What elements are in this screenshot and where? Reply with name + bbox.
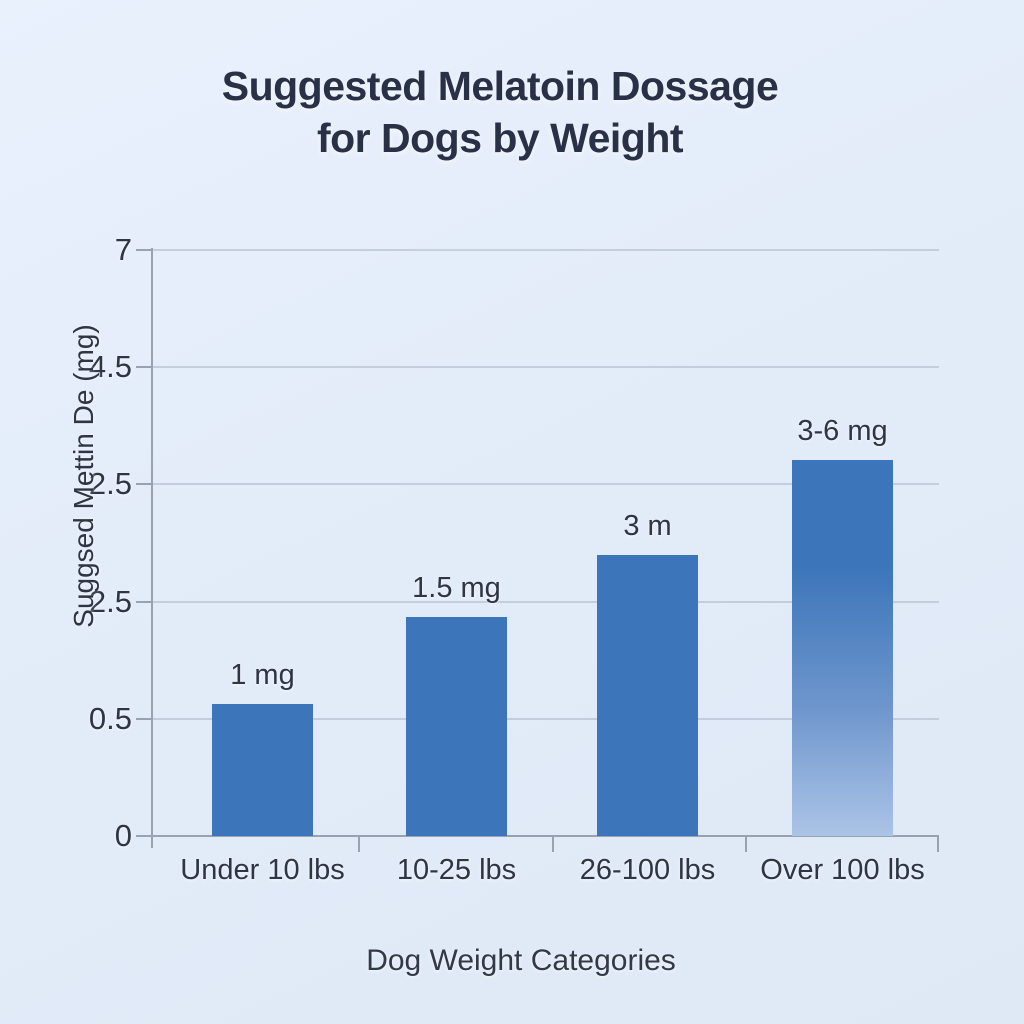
x-category-label: 26-100 lbs xyxy=(579,854,716,886)
x-category-label: 10-25 lbs xyxy=(396,854,517,886)
x-tick-mark xyxy=(745,837,747,852)
bar-value-label: 3 m xyxy=(623,510,672,542)
y-tick-label: 0.5 xyxy=(88,701,132,736)
bar-value-label: 3-6 mg xyxy=(797,415,888,447)
y-tick-mark xyxy=(136,249,152,251)
y-tick-mark xyxy=(136,483,152,485)
y-tick-label: 2.5 xyxy=(88,466,132,501)
x-tick-mark xyxy=(358,837,360,852)
bar xyxy=(212,704,313,836)
gridline xyxy=(153,718,939,720)
y-tick-mark xyxy=(136,366,152,368)
bar-value-label: 1.5 mg xyxy=(412,572,501,604)
y-tick-label: 0 xyxy=(114,818,132,853)
chart-title: Suggested Melatoin Dossage for Dogs by W… xyxy=(0,60,1000,164)
y-tick-mark xyxy=(136,718,152,720)
bar xyxy=(792,460,893,836)
chart-title-line-1: Suggested Melatoin Dossage xyxy=(221,63,779,109)
y-tick-mark xyxy=(136,835,152,837)
x-axis-line xyxy=(138,835,939,837)
chart-title-line-2: for Dogs by Weight xyxy=(316,115,684,161)
y-axis-line xyxy=(151,248,153,848)
gridline xyxy=(153,249,939,251)
x-category-label: Under 10 lbs xyxy=(180,854,345,886)
x-tick-mark xyxy=(552,837,554,852)
bar xyxy=(597,555,698,836)
bar-value-label: 1 mg xyxy=(230,659,295,691)
y-tick-label: 7 xyxy=(114,232,132,267)
y-axis-title: Suggsed Mettin De (mg) xyxy=(68,324,99,628)
y-tick-mark xyxy=(136,601,152,603)
bar xyxy=(406,617,507,836)
gridline xyxy=(153,366,939,368)
x-tick-mark xyxy=(937,837,939,852)
y-tick-label: 2.5 xyxy=(88,584,132,619)
gridline xyxy=(153,601,939,603)
gridline xyxy=(153,483,939,485)
x-axis-title: Dog Weight Categories xyxy=(366,944,676,977)
x-category-label: Over 100 lbs xyxy=(760,854,925,886)
y-tick-label: 4.5 xyxy=(88,349,132,384)
